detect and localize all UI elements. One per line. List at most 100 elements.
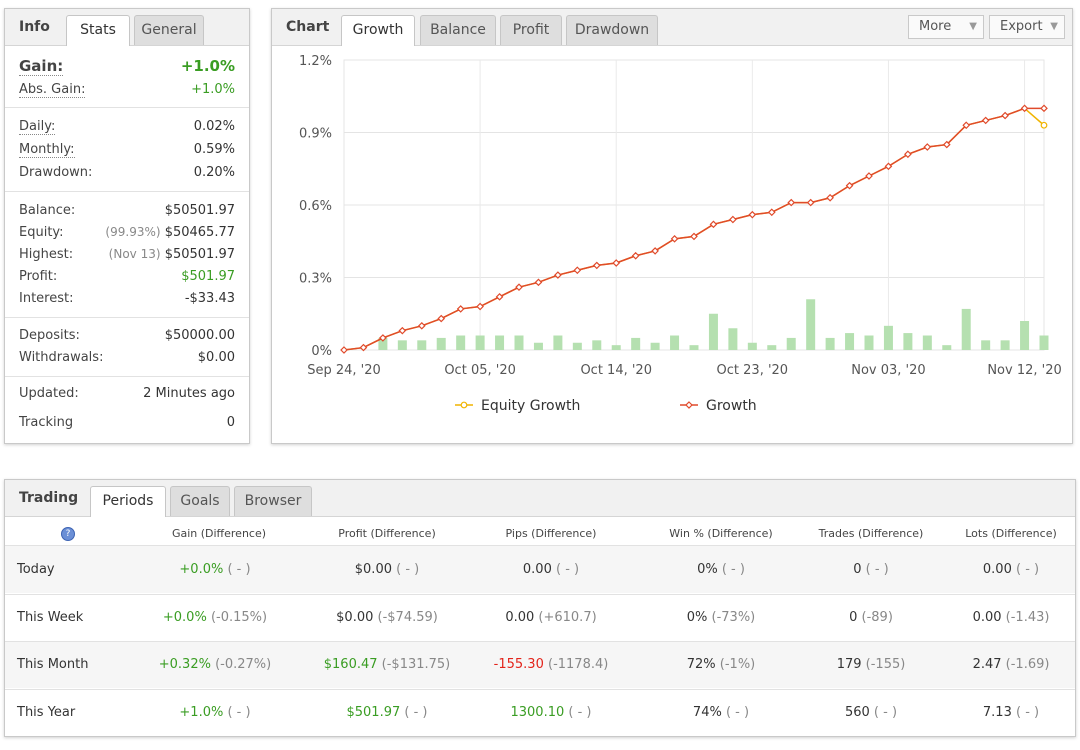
info-panel-header: Info Stats General	[5, 9, 249, 46]
pips-value: 0.00	[505, 609, 535, 625]
trades-value: 560	[844, 704, 870, 720]
legend-label: Equity Growth	[481, 398, 580, 414]
profit-difference: ( - )	[396, 562, 420, 577]
trades-difference: (-89)	[861, 609, 893, 625]
daily-value: 0.02%	[193, 119, 235, 134]
data-point	[787, 198, 796, 207]
lots-value: 7.13	[982, 704, 1012, 720]
chevron-down-icon: ▼	[969, 21, 977, 32]
tab-growth[interactable]: Growth	[341, 15, 415, 46]
data-point	[437, 314, 446, 323]
gain-difference: ( - )	[227, 562, 251, 577]
gain-difference: (-0.15%)	[210, 609, 268, 625]
abs-gain-label: Abs. Gain:	[19, 82, 86, 98]
chart-panel: Chart Growth Balance Profit Drawdown Mor…	[271, 8, 1073, 444]
withdrawals-label: Withdrawals:	[19, 350, 104, 365]
info-title: Info	[19, 19, 50, 35]
drawdown-row: Drawdown: 0.20%	[19, 165, 235, 185]
lots-difference: (-1.69)	[1005, 657, 1050, 672]
data-point	[845, 181, 854, 190]
data-point	[1020, 104, 1029, 113]
tab-profit[interactable]: Profit	[500, 15, 562, 45]
gain-value: +1.0%	[179, 704, 224, 720]
trades-difference: (-155)	[865, 657, 906, 672]
withdrawals-value: $0.00	[197, 350, 235, 365]
more-button-label: More	[919, 19, 952, 34]
pips-cell: 0.00 ( - )	[461, 562, 641, 577]
win-percent-difference: (-1%)	[719, 657, 756, 672]
data-point	[612, 259, 621, 267]
pips-cell: 1300.10 ( - )	[461, 705, 641, 720]
equity-percent: (99.93%)	[105, 225, 161, 239]
lots-cell: 0.00 ( - )	[921, 562, 1080, 577]
daily-bar	[903, 333, 913, 350]
pips-value: 1300.10	[510, 704, 565, 720]
tracking-row: Tracking 0	[19, 415, 235, 435]
daily-bar	[747, 342, 757, 350]
daily-bar	[650, 342, 660, 350]
tab-balance[interactable]: Balance	[420, 15, 496, 45]
growth-chart: 1.2% 0.9% 0.6% 0.3% 0% Sep 24, '20 Oct 05, '20…	[299, 54, 1062, 414]
balance-label: Balance:	[19, 203, 76, 218]
legend-label: Growth	[706, 398, 757, 414]
data-point	[573, 266, 582, 275]
profit-row: Profit: $501.97	[19, 269, 235, 289]
data-point	[729, 215, 737, 224]
tab-general[interactable]: General	[134, 15, 204, 45]
data-point	[806, 198, 815, 207]
pips-value: -155.30	[493, 657, 544, 672]
col-header-gain: Gain (Difference)	[171, 527, 267, 540]
win-percent-difference: (-73%)	[711, 609, 756, 625]
equity-value: $50465.77	[164, 225, 235, 240]
highest-value-group: (Nov 13) $50501.97	[109, 247, 235, 262]
period-label: This Week	[17, 609, 84, 625]
interest-row: Interest: -$33.43	[19, 291, 235, 311]
tab-goals[interactable]: Goals	[170, 486, 230, 516]
chart-panel-header: Chart Growth Balance Profit Drawdown Mor…	[272, 9, 1072, 46]
trades-cell: 560 ( - )	[781, 705, 961, 720]
gain-value: +1.0%	[180, 57, 235, 75]
profit-difference: (-$131.75)	[381, 657, 451, 672]
deposits-value: $50000.00	[164, 328, 235, 343]
trading-panel: Trading Periods Goals Browser ? Gain (Di…	[4, 479, 1076, 737]
abs-gain-row: Abs. Gain: +1.0%	[19, 82, 235, 102]
daily-bar	[572, 342, 582, 350]
help-icon-glyph: ?	[65, 529, 71, 539]
col-header-lots: Lots (Difference)	[965, 527, 1057, 540]
tab-periods[interactable]: Periods	[90, 486, 166, 517]
win-percent-value: 74%	[692, 704, 722, 720]
export-button[interactable]: Export ▼	[989, 15, 1065, 39]
tab-stats[interactable]: Stats	[66, 15, 130, 46]
tab-browser[interactable]: Browser	[234, 486, 312, 516]
daily-bar	[1039, 335, 1049, 350]
pips-cell: 0.00 (+610.7)	[461, 610, 641, 625]
x-tick-label: Oct 14, '20	[580, 363, 652, 378]
win-percent-difference: ( - )	[725, 704, 750, 720]
lots-cell: 7.13 ( - )	[921, 705, 1080, 720]
data-point	[534, 278, 543, 287]
trades-value: 0	[853, 562, 862, 577]
tracking-value: 0	[226, 415, 235, 430]
monthly-label: Monthly:	[19, 142, 75, 158]
updated-row: Updated: 2 Minutes ago	[19, 386, 235, 406]
gain-difference: (-0.27%)	[215, 657, 272, 672]
data-point	[1040, 104, 1048, 113]
trades-cell: 179 (-155)	[781, 657, 961, 672]
lots-cell: 0.00 (-1.43)	[921, 610, 1080, 625]
equity-value-group: (99.93%) $50465.77	[105, 225, 235, 240]
profit-cell: $0.00 (-$74.59)	[297, 610, 477, 625]
data-point	[340, 346, 348, 354]
lots-value: 0.00	[972, 609, 1002, 625]
monthly-value: 0.59%	[193, 142, 235, 157]
deposits-label: Deposits:	[19, 328, 80, 343]
data-point	[709, 220, 718, 229]
x-tick-label: Sep 24, '20	[307, 363, 381, 378]
data-point	[456, 305, 465, 313]
win-percent-cell: 0% (-73%)	[631, 610, 811, 625]
more-button[interactable]: More ▼	[908, 15, 984, 39]
tab-drawdown[interactable]: Drawdown	[566, 15, 658, 45]
trades-value: 0	[849, 609, 858, 625]
help-icon[interactable]: ?	[61, 527, 75, 541]
gain-cell: +1.0% ( - )	[125, 705, 305, 720]
daily-bar	[806, 299, 816, 350]
